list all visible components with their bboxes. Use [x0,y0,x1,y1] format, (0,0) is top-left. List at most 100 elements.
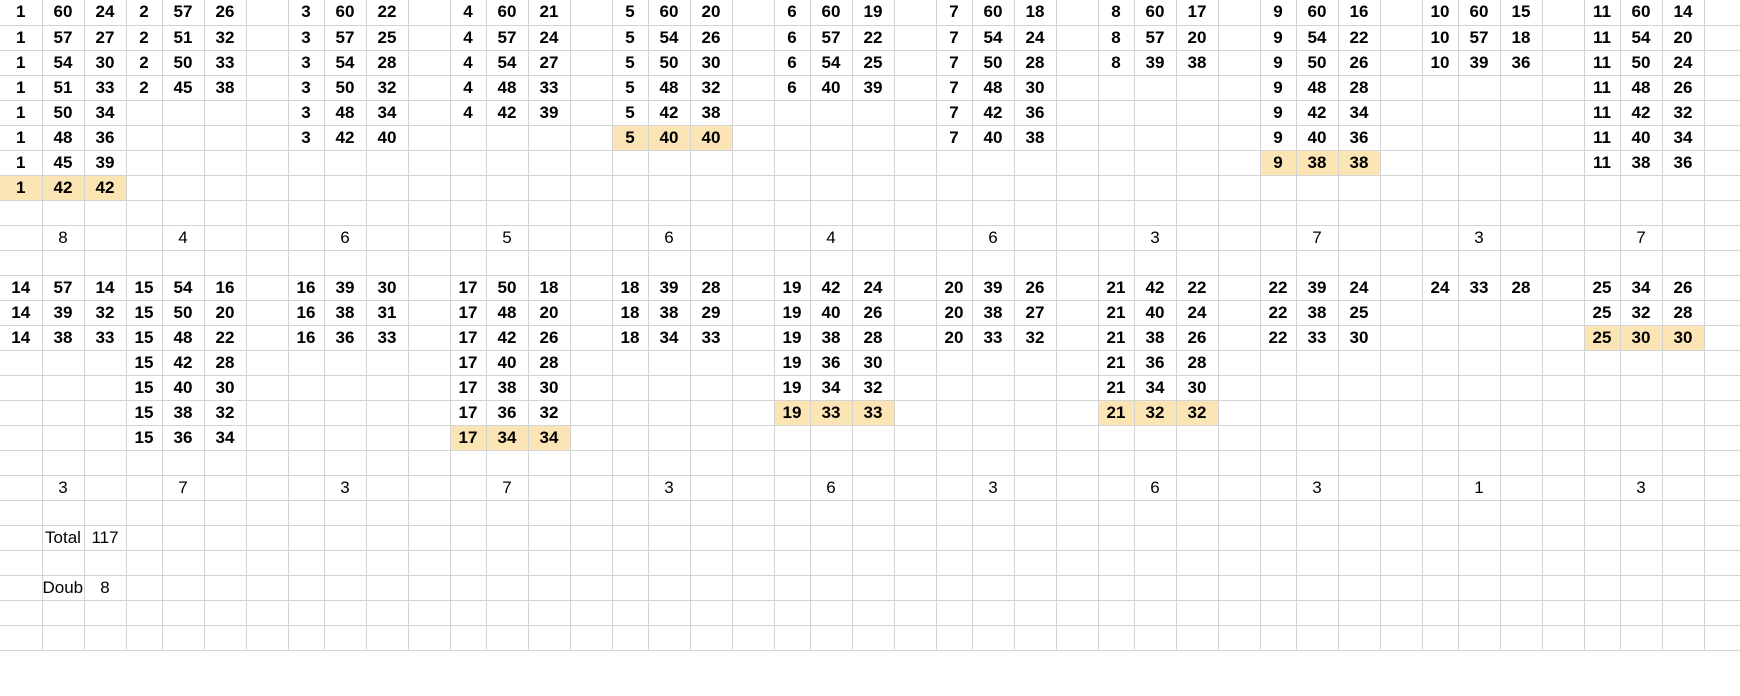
grid-cell[interactable] [1176,450,1219,476]
grid-cell[interactable] [690,375,733,401]
grid-cell[interactable] [408,100,451,126]
grid-cell[interactable] [246,225,289,251]
grid-cell-value[interactable]: 54 [648,25,691,51]
grid-cell[interactable] [1662,175,1705,201]
grid-cell-value[interactable]: 1 [0,0,43,26]
grid-cell[interactable] [84,625,127,651]
grid-cell[interactable] [570,200,613,226]
grid-cell[interactable] [1218,150,1261,176]
grid-cell-value[interactable]: 50 [486,275,529,301]
grid-cell-value[interactable]: 30 [1014,75,1057,101]
grid-cell-value[interactable]: 28 [1338,75,1381,101]
grid-cell-value[interactable]: 39 [852,75,895,101]
grid-cell[interactable] [324,600,367,626]
grid-cell[interactable] [570,75,613,101]
grid-cell-value[interactable]: 34 [528,425,571,451]
grid-cell[interactable] [810,100,853,126]
grid-cell[interactable] [1218,300,1261,326]
grid-cell-value[interactable]: 20 [936,300,973,326]
grid-cell[interactable] [1056,475,1099,501]
grid-cell-value[interactable]: 17 [1176,0,1219,26]
grid-cell[interactable] [1662,500,1705,526]
grid-cell[interactable] [1134,150,1177,176]
grid-cell[interactable] [1500,325,1543,351]
grid-cell-value[interactable]: 15 [126,400,163,426]
grid-cell[interactable] [1704,325,1740,351]
grid-cell-value[interactable]: 48 [648,75,691,101]
grid-cell[interactable] [1014,500,1057,526]
grid-cell[interactable] [1338,625,1381,651]
grid-cell[interactable] [288,600,325,626]
grid-cell[interactable] [1338,475,1381,501]
grid-cell[interactable] [894,175,937,201]
grid-cell[interactable] [1584,225,1621,251]
grid-cell[interactable] [288,450,325,476]
grid-cell-value[interactable]: 14 [84,275,127,301]
grid-cell[interactable] [1380,200,1423,226]
grid-cell[interactable] [1620,450,1663,476]
grid-cell-value[interactable]: 54 [810,50,853,76]
grid-cell[interactable] [1098,600,1135,626]
grid-cell[interactable] [1704,200,1740,226]
grid-cell[interactable] [126,500,163,526]
grid-cell[interactable] [324,350,367,376]
grid-cell-value[interactable]: 42 [84,175,127,201]
grid-cell[interactable] [894,300,937,326]
grid-cell[interactable] [246,575,289,601]
grid-cell-value[interactable]: 20 [1176,25,1219,51]
grid-cell[interactable] [612,150,649,176]
grid-cell[interactable] [162,500,205,526]
grid-cell[interactable] [1098,100,1135,126]
grid-cell-value[interactable]: 14 [1662,0,1705,26]
grid-cell-value[interactable]: 27 [84,25,127,51]
grid-cell[interactable] [1458,125,1501,151]
grid-cell-value[interactable]: 42 [486,325,529,351]
group-count-cell[interactable]: 3 [1620,475,1663,501]
grid-cell[interactable] [126,575,163,601]
group-count-cell[interactable]: 3 [1458,225,1501,251]
grid-cell[interactable] [204,225,247,251]
grid-cell[interactable] [612,625,649,651]
grid-cell[interactable] [408,225,451,251]
grid-cell[interactable] [936,175,973,201]
grid-cell-value[interactable]: 28 [852,325,895,351]
grid-cell[interactable] [1014,600,1057,626]
grid-cell[interactable] [84,200,127,226]
grid-cell-value[interactable]: 16 [288,275,325,301]
grid-cell[interactable] [1704,250,1740,276]
total-value[interactable]: 117 [84,525,127,551]
grid-cell[interactable] [894,375,937,401]
grid-cell-value[interactable]: 28 [1500,275,1543,301]
grid-cell[interactable] [366,525,409,551]
grid-cell[interactable] [972,525,1015,551]
grid-cell[interactable] [1380,225,1423,251]
grid-cell[interactable] [1260,450,1297,476]
grid-cell[interactable] [1338,175,1381,201]
grid-cell[interactable] [1500,375,1543,401]
grid-cell-value[interactable]: 54 [486,50,529,76]
grid-cell[interactable] [0,350,43,376]
group-count-cell[interactable]: 7 [1620,225,1663,251]
grid-cell[interactable] [1056,425,1099,451]
grid-cell-value[interactable]: 50 [972,50,1015,76]
grid-cell[interactable] [1542,325,1585,351]
grid-cell[interactable] [732,550,775,576]
grid-cell-value[interactable]: 9 [1260,125,1297,151]
grid-cell[interactable] [936,550,973,576]
grid-cell[interactable] [570,25,613,51]
grid-cell[interactable] [1098,575,1135,601]
grid-cell[interactable] [774,200,811,226]
grid-cell[interactable] [1458,75,1501,101]
grid-cell[interactable] [1380,25,1423,51]
grid-cell[interactable] [1704,150,1740,176]
grid-cell-value[interactable]: 32 [852,375,895,401]
grid-cell[interactable] [408,450,451,476]
grid-cell[interactable] [84,250,127,276]
grid-cell-value[interactable]: 16 [1338,0,1381,26]
grid-cell[interactable] [1098,75,1135,101]
grid-cell[interactable] [1500,550,1543,576]
grid-cell[interactable] [648,250,691,276]
grid-cell[interactable] [1458,525,1501,551]
grid-cell[interactable] [810,525,853,551]
grid-cell[interactable] [366,250,409,276]
